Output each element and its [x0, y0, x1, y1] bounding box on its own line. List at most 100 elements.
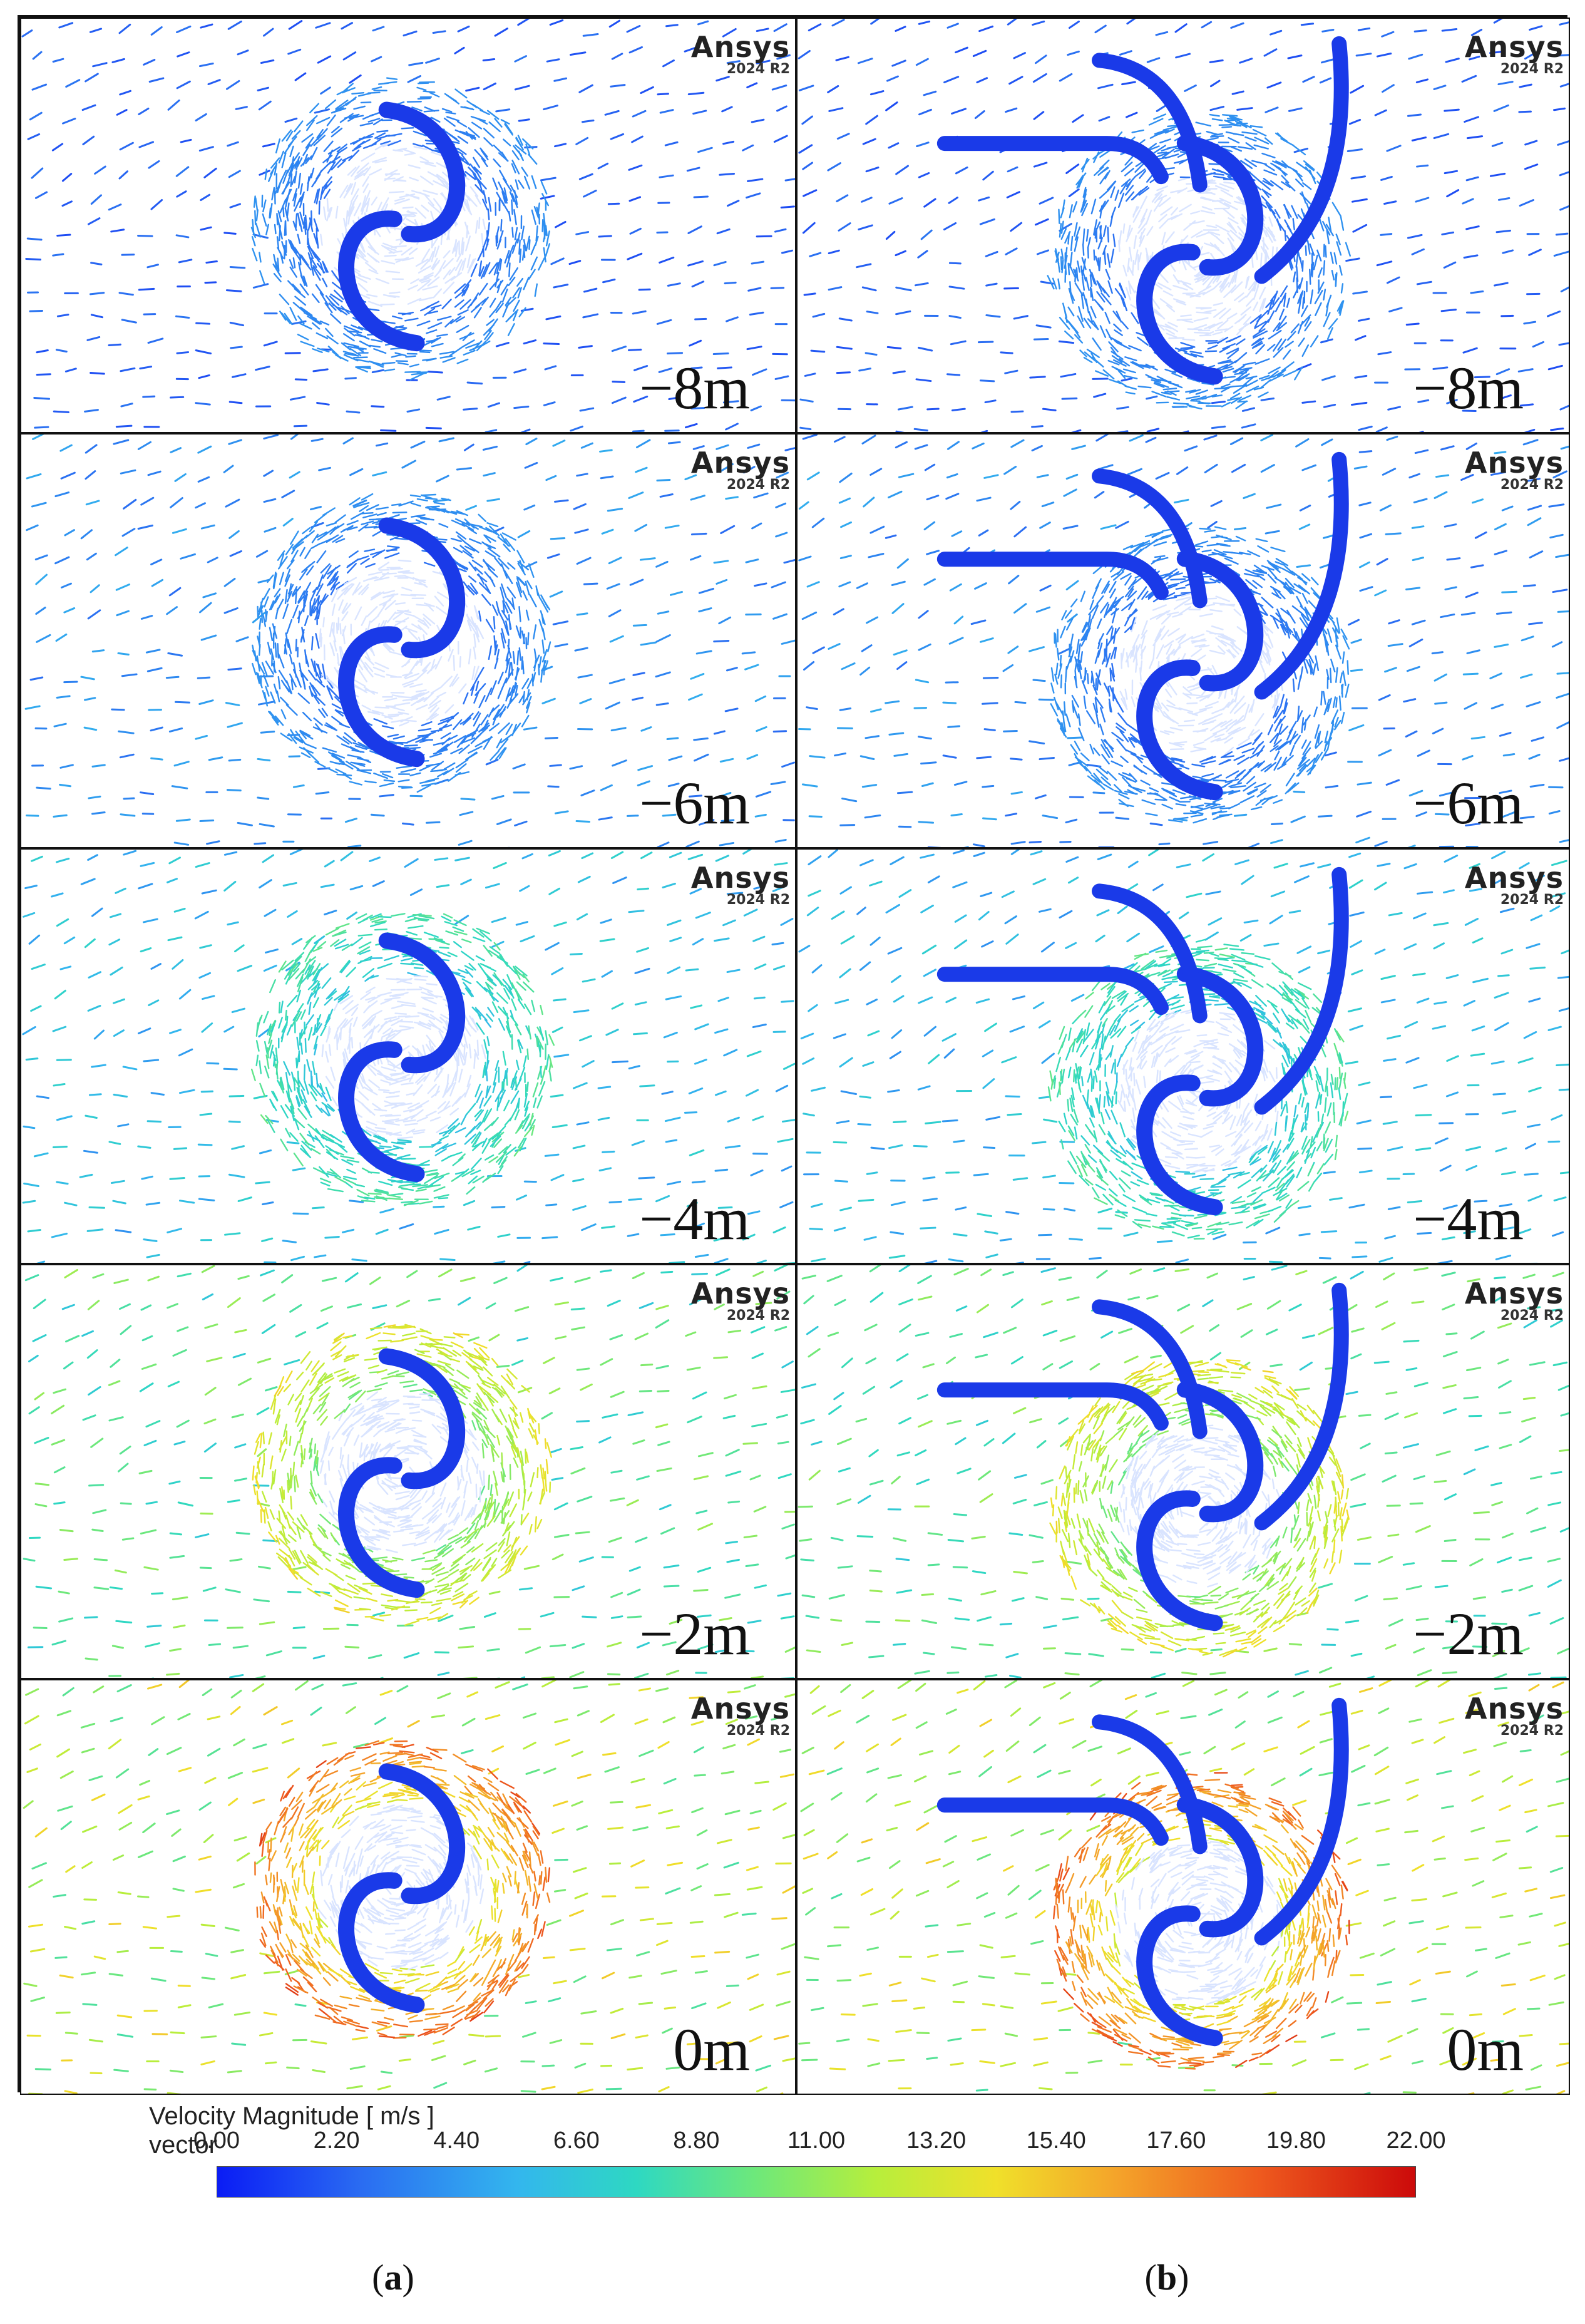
panel-b-row-5: Ansys 2024 R2 0m: [796, 1679, 1570, 2095]
brand-version: 2024 R2: [726, 61, 790, 77]
figure-grid: Ansys 2024 R2 −8m Ansys 2024 R2 −8m Ansys 2024 …: [18, 15, 1570, 2095]
depth-label: −2m: [639, 1600, 750, 1668]
guide-vane: [936, 136, 1169, 185]
depth-label: −4m: [1413, 1185, 1524, 1252]
panel-a-row-5: Ansys 2024 R2 0m: [20, 1679, 796, 2095]
panel-a-row-1: Ansys 2024 R2 −8m: [20, 18, 796, 433]
depth-label: 0m: [1447, 2015, 1524, 2083]
color-bar-tick-label: 17.60: [1146, 2127, 1206, 2154]
rotor-blades: [1136, 965, 1264, 1216]
color-bar-tick-label: 11.00: [787, 2127, 846, 2154]
depth-label: −4m: [639, 1185, 750, 1252]
rotor-blade: [338, 626, 425, 767]
brand-version: 2024 R2: [1500, 892, 1564, 908]
velocity-vector-field: [23, 1680, 795, 2094]
brand-name: Ansys: [690, 1276, 790, 1310]
ansys-logo: Ansys 2024 R2: [1465, 1279, 1564, 1323]
depth-label: −6m: [1413, 769, 1524, 837]
vector-arrows: [798, 19, 1569, 432]
rotor-blade: [1136, 1490, 1223, 1632]
brand-name: Ansys: [1464, 1692, 1564, 1726]
rotor-blade: [1136, 1074, 1223, 1216]
color-bar-tick-label: 13.20: [906, 2127, 967, 2154]
brand-version: 2024 R2: [726, 892, 790, 908]
brand-version: 2024 R2: [1500, 61, 1564, 77]
ansys-logo: Ansys 2024 R2: [691, 863, 790, 907]
ansys-logo: Ansys 2024 R2: [1465, 448, 1564, 492]
guide-vane: [1254, 867, 1349, 1115]
legend-subtitle: vector: [149, 2131, 217, 2159]
color-bar-tick-label: 2.20: [313, 2127, 360, 2154]
panel-b-row-4: Ansys 2024 R2 −2m: [796, 1263, 1570, 1680]
rotor-blade: [378, 932, 466, 1074]
panel-b-row-2: Ansys 2024 R2 −6m: [796, 433, 1570, 849]
guide-vane: [1254, 451, 1349, 700]
color-bar: [217, 2166, 1416, 2198]
guide-vane: [1092, 1299, 1208, 1439]
brand-name: Ansys: [690, 445, 790, 480]
depth-label: −6m: [639, 769, 750, 837]
rotor-blades: [338, 1763, 466, 2013]
rotor-blades: [1136, 135, 1264, 385]
brand-version: 2024 R2: [1500, 476, 1564, 493]
guide-vane: [1254, 1698, 1349, 1946]
depth-label: −2m: [1413, 1600, 1524, 1668]
brand-version: 2024 R2: [726, 476, 790, 493]
velocity-vector-field: [22, 850, 795, 1263]
rotor-blades: [1136, 1796, 1264, 2047]
rotor-blade: [1176, 965, 1264, 1107]
ansys-logo: Ansys 2024 R2: [691, 1279, 790, 1323]
brand-name: Ansys: [1464, 861, 1564, 895]
guide-vane: [1254, 36, 1349, 284]
rotor-blades: [1136, 1381, 1264, 1632]
rotor-blade: [378, 1348, 466, 1489]
caption-a: (a): [372, 2257, 414, 2298]
depth-label: −8m: [639, 354, 750, 421]
guide-vane: [936, 1382, 1169, 1431]
guide-vane: [1092, 883, 1208, 1024]
rotor-blade: [1136, 244, 1223, 385]
guide-vane: [1092, 468, 1208, 609]
rotor-blade: [378, 1763, 466, 1905]
ansys-logo: Ansys 2024 R2: [1465, 1694, 1564, 1738]
rotor-blades: [338, 932, 466, 1183]
rotor-blade: [1136, 1905, 1223, 2047]
ansys-logo: Ansys 2024 R2: [691, 33, 790, 76]
brand-version: 2024 R2: [726, 1723, 790, 1739]
brand-name: Ansys: [690, 30, 790, 64]
vector-arrows: [23, 1265, 795, 1679]
ansys-logo: Ansys 2024 R2: [1465, 33, 1564, 76]
rotor-blades: [338, 517, 466, 767]
panel-b-row-3: Ansys 2024 R2 −4m: [796, 848, 1570, 1264]
vector-arrows: [798, 1680, 1569, 2094]
brand-version: 2024 R2: [1500, 1723, 1564, 1739]
vector-arrows: [22, 850, 795, 1263]
brand-version: 2024 R2: [726, 1307, 790, 1324]
velocity-vector-field: [23, 1265, 795, 1679]
ansys-logo: Ansys 2024 R2: [691, 1694, 790, 1738]
color-bar-tick-label: 0.00: [193, 2127, 240, 2154]
depth-label: −8m: [1413, 354, 1524, 421]
guide-vanes: [936, 1698, 1349, 1946]
rotor-blade: [338, 1041, 425, 1183]
color-bar-tick-label: 4.40: [433, 2127, 480, 2154]
rotor-blade: [338, 1872, 425, 2013]
brand-name: Ansys: [1464, 30, 1564, 64]
caption-b: (b): [1144, 2257, 1189, 2298]
guide-vanes: [936, 451, 1349, 700]
velocity-vector-field: [798, 434, 1569, 848]
panel-a-row-2: Ansys 2024 R2 −6m: [20, 433, 796, 849]
velocity-vector-field: [798, 850, 1569, 1263]
color-bar-tick-label: 22.00: [1386, 2127, 1446, 2154]
guide-vane: [1092, 53, 1208, 193]
guide-vanes: [936, 867, 1349, 1115]
velocity-vector-field: [798, 19, 1569, 432]
ansys-logo: Ansys 2024 R2: [1465, 863, 1564, 907]
panel-a-row-4: Ansys 2024 R2 −2m: [20, 1263, 796, 1680]
color-bar-tick-label: 15.40: [1026, 2127, 1086, 2154]
guide-vane: [936, 551, 1169, 600]
guide-vanes: [936, 1282, 1349, 1531]
rotor-blade: [1176, 550, 1264, 691]
panel-a-row-3: Ansys 2024 R2 −4m: [20, 848, 796, 1264]
vector-arrows: [798, 434, 1569, 848]
